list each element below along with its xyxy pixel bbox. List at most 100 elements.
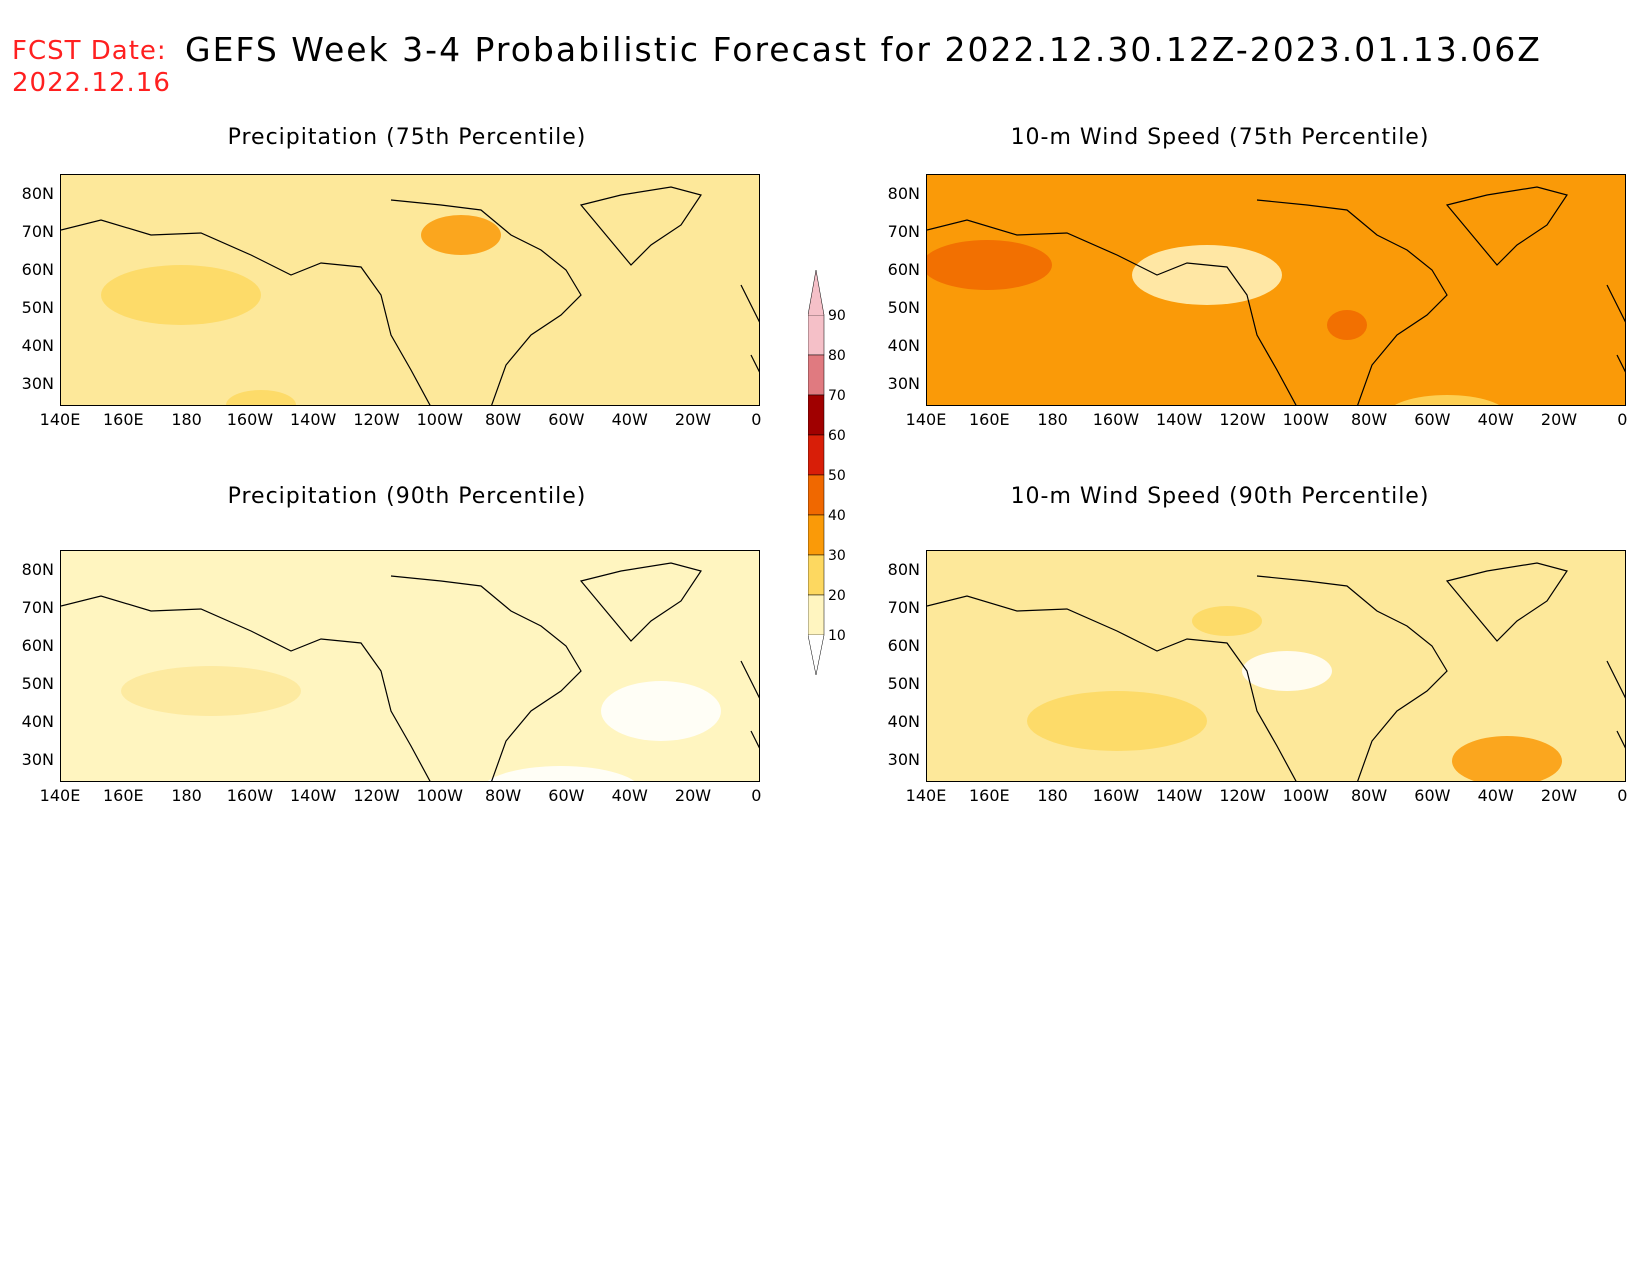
lon-tick-label: 140E	[905, 410, 947, 429]
coastline	[61, 562, 759, 781]
lat-tick-label: 50N	[21, 674, 54, 693]
lon-tick-label: 160E	[968, 410, 1010, 429]
colorbar-level-label: 90	[828, 308, 846, 324]
colorbar-level-label: 40	[828, 508, 846, 524]
lon-tick-label: 40W	[1477, 410, 1514, 429]
lat-tick-label: 60N	[887, 260, 920, 279]
lon-tick-label: 120W	[353, 410, 400, 429]
lat-tick-label: 30N	[21, 750, 54, 769]
colorbar-level-label: 10	[828, 628, 846, 644]
lon-tick-label: 140W	[1156, 410, 1203, 429]
lat-tick-label: 50N	[887, 298, 920, 317]
panel-title-wind-90: 10-m Wind Speed (90th Percentile)	[1010, 484, 1430, 509]
colorbar-bottom-arrow	[808, 634, 825, 676]
field-blotch	[336, 405, 426, 406]
lon-tick-label: 140W	[290, 410, 337, 429]
lon-tick-label: 100W	[1282, 786, 1329, 805]
lat-tick-label: 70N	[21, 222, 54, 241]
lat-tick-label: 80N	[887, 560, 920, 579]
lat-tick-label: 80N	[887, 184, 920, 203]
lat-tick-label: 70N	[887, 598, 920, 617]
lat-tick-label: 40N	[21, 336, 54, 355]
lon-tick-label: 140E	[39, 786, 81, 805]
lon-tick-label: 160E	[968, 786, 1010, 805]
lon-tick-label: 180	[171, 786, 202, 805]
map-panel-precip-75	[60, 174, 760, 406]
colorbar-segment	[808, 474, 825, 516]
map-panel-wind-75	[926, 174, 1626, 406]
lon-tick-label: 180	[1037, 786, 1068, 805]
lat-tick-label: 40N	[887, 712, 920, 731]
lat-tick-label: 60N	[887, 636, 920, 655]
lat-tick-label: 40N	[887, 336, 920, 355]
lon-tick-label: 120W	[1219, 786, 1266, 805]
lon-tick-label: 20W	[1540, 410, 1578, 429]
lat-tick-label: 60N	[21, 636, 54, 655]
lon-tick-label: 100W	[1282, 410, 1329, 429]
lon-tick-label: 80W	[1351, 786, 1388, 805]
field-blotch	[487, 766, 635, 781]
colorbar-segment	[808, 434, 825, 476]
lat-tick-label: 30N	[887, 750, 920, 769]
lon-tick-label: 120W	[1219, 410, 1266, 429]
lat-tick-label: 70N	[21, 598, 54, 617]
colorbar-level-label: 50	[828, 468, 846, 484]
panel-title-precip-75: Precipitation (75th Percentile)	[227, 125, 587, 150]
coastline	[61, 186, 759, 405]
lon-tick-label: 40W	[611, 786, 648, 805]
colorbar-level-label: 20	[828, 588, 846, 604]
fcst-date-label: FCST Date:	[12, 36, 167, 66]
field-blotch	[601, 681, 721, 741]
lon-tick-label: 20W	[674, 410, 712, 429]
field-blotch	[121, 666, 301, 716]
lon-tick-label: 80W	[485, 410, 522, 429]
lat-tick-label: 80N	[21, 184, 54, 203]
field-blotch	[421, 215, 501, 255]
lon-tick-label: 60W	[548, 786, 585, 805]
lon-tick-label: 160W	[226, 786, 274, 805]
lon-tick-label: 140W	[290, 786, 337, 805]
lon-tick-label: 140E	[905, 786, 947, 805]
field-blotch	[226, 390, 296, 405]
lon-tick-label: 60W	[1414, 786, 1451, 805]
lat-tick-label: 40N	[21, 712, 54, 731]
colorbar-segment	[808, 554, 825, 596]
colorbar-segment	[808, 354, 825, 396]
lon-tick-label: 160E	[102, 786, 144, 805]
lon-tick-label: 140E	[39, 410, 81, 429]
lat-tick-label: 60N	[21, 260, 54, 279]
field-blotch	[101, 781, 201, 782]
map-field	[927, 551, 1625, 781]
lon-tick-label: 0	[1617, 410, 1628, 429]
lon-tick-label: 160W	[1092, 410, 1140, 429]
panel-title-precip-90: Precipitation (90th Percentile)	[227, 484, 587, 509]
colorbar-level-label: 30	[828, 548, 846, 564]
lon-tick-label: 140W	[1156, 786, 1203, 805]
panel-title-wind-75: 10-m Wind Speed (75th Percentile)	[1010, 125, 1430, 150]
lat-tick-label: 30N	[887, 374, 920, 393]
field-blotch	[927, 240, 1052, 290]
lat-tick-label: 50N	[887, 674, 920, 693]
map-background	[927, 175, 1625, 405]
colorbar-segment	[808, 514, 825, 556]
lon-tick-label: 60W	[548, 410, 585, 429]
colorbar-segment	[808, 314, 825, 356]
map-field	[61, 551, 759, 782]
lon-tick-label: 0	[751, 410, 762, 429]
lat-tick-label: 50N	[21, 298, 54, 317]
colorbar-segment	[808, 594, 825, 636]
field-blotch	[1132, 245, 1282, 305]
colorbar: 90 80 70 60 50 40 30 20 10	[808, 270, 846, 676]
field-blotch	[1395, 395, 1499, 405]
lon-tick-label: 180	[171, 410, 202, 429]
main-title: GEFS Week 3-4 Probabilistic Forecast for…	[185, 30, 1542, 69]
map-panel-wind-90	[926, 550, 1626, 782]
lon-tick-label: 160E	[102, 410, 144, 429]
lon-tick-label: 80W	[485, 786, 522, 805]
colorbar-level-label: 70	[828, 388, 846, 404]
fcst-date-value: 2022.12.16	[12, 68, 171, 98]
lon-tick-label: 0	[751, 786, 762, 805]
colorbar-segment	[808, 394, 825, 436]
colorbar-top-arrow	[808, 270, 825, 316]
lon-tick-label: 160W	[226, 410, 274, 429]
